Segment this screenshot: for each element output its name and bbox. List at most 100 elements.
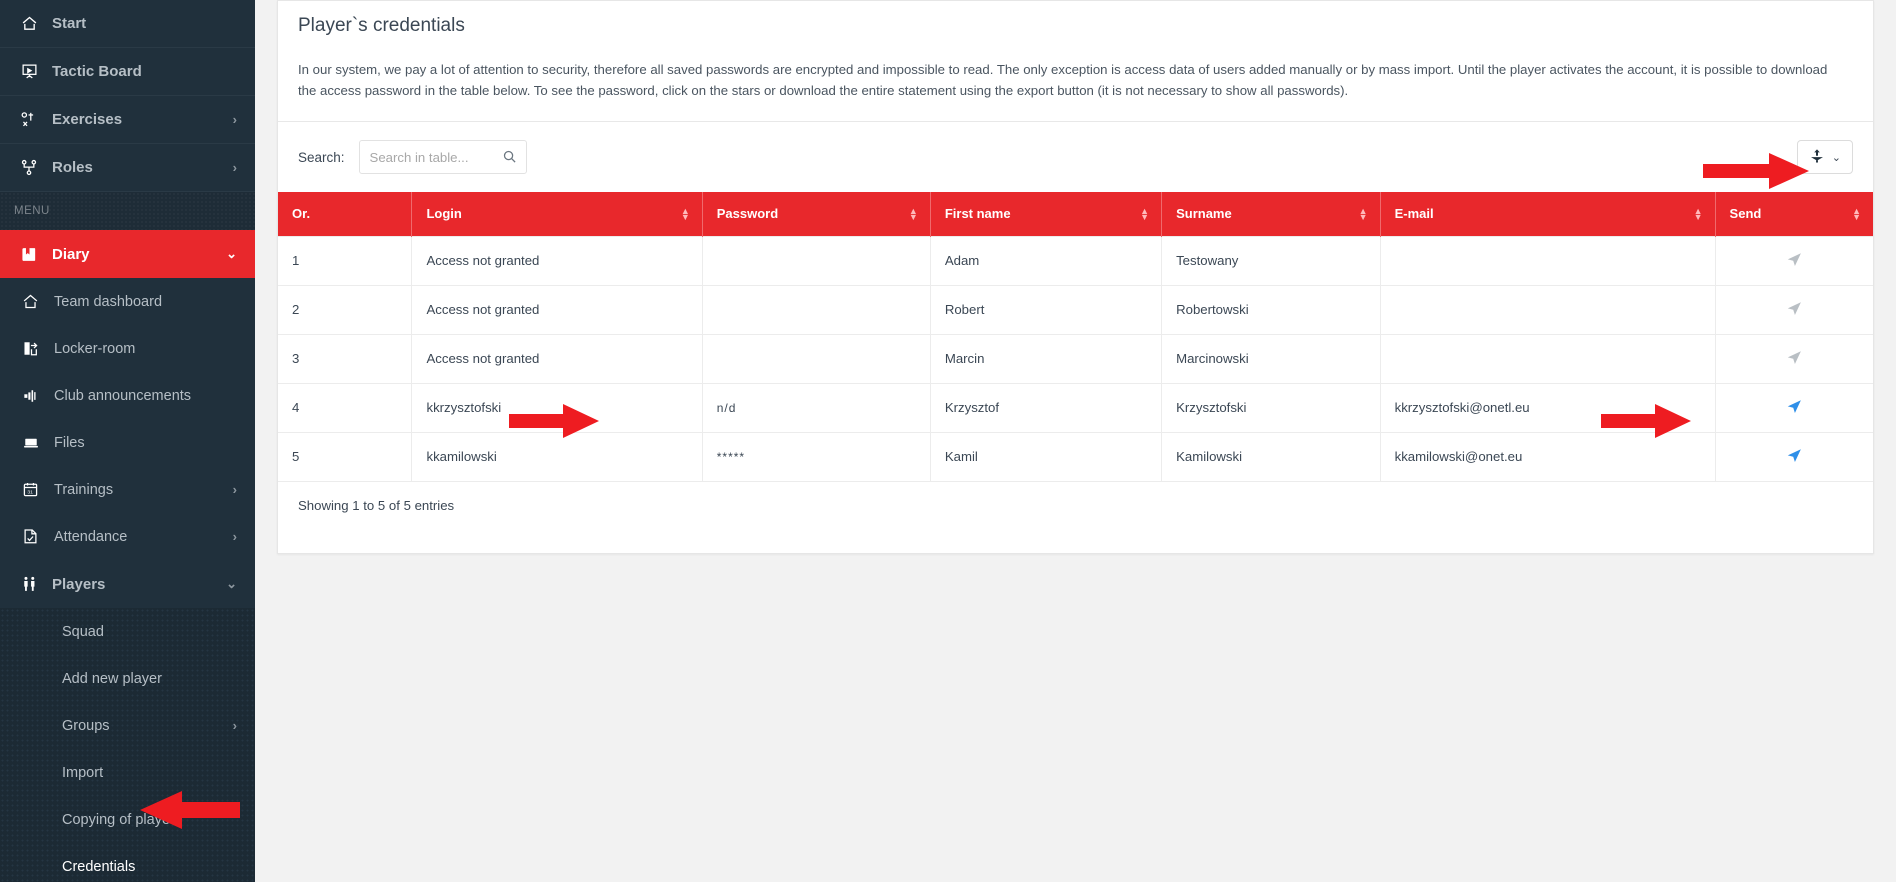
sidebar-subitem-add-new-player[interactable]: Add new player <box>0 655 255 702</box>
sidebar-item-exercises[interactable]: Exercises › <box>0 96 255 144</box>
column-header-label: Login <box>426 206 462 222</box>
sort-arrows-icon[interactable]: ▲ ▼ <box>908 205 918 222</box>
cell-password <box>702 334 931 384</box>
page-description: In our system, we pay a lot of attention… <box>298 62 1828 98</box>
cell-surname: Kamilowski <box>1161 432 1381 482</box>
sidebar-subitem-copying-of-players[interactable]: Copying of players <box>0 796 255 843</box>
sidebar-subitem-label: Add new player <box>62 670 162 687</box>
cell-password[interactable]: ***** <box>702 432 931 482</box>
column-header-password[interactable]: Password ▲ ▼ <box>702 192 931 236</box>
chevron-right-icon: › <box>232 482 237 497</box>
cell-order: 1 <box>278 235 413 286</box>
column-header-label: Surname <box>1176 206 1232 222</box>
table-head: Or. Login ▲ ▼ Password ▲ ▼ First name ▲ ▼ Surname ▲… <box>278 192 1873 236</box>
locker-room-icon <box>22 340 54 357</box>
cell-password <box>702 285 931 335</box>
chevron-right-icon: › <box>232 718 237 733</box>
send-paper-plane-icon[interactable] <box>1786 447 1803 467</box>
sort-arrows-icon[interactable]: ▲ ▼ <box>1358 205 1368 222</box>
table-row: 3 Access not granted Marcin Marcinowski <box>278 334 1873 384</box>
cell-email <box>1380 285 1716 335</box>
table-toolbar: Search: ⌄ <box>278 122 1873 192</box>
chevron-right-icon: › <box>232 112 237 127</box>
column-header-label: E-mail <box>1394 206 1434 222</box>
sort-arrows-icon[interactable]: ▲ ▼ <box>1140 205 1150 222</box>
cell-first-name: Kamil <box>930 432 1163 482</box>
home-outline-icon <box>22 293 54 310</box>
cell-email <box>1380 235 1716 286</box>
sidebar-subitem-attendance[interactable]: Attendance › <box>0 513 255 560</box>
files-icon <box>22 435 54 451</box>
cell-surname: Marcinowski <box>1161 334 1381 384</box>
column-header-label: First name <box>944 206 1011 222</box>
sidebar-item-players[interactable]: Players ⌄ <box>0 560 255 608</box>
search-box[interactable] <box>358 140 527 174</box>
cell-send <box>1715 285 1873 335</box>
sidebar-subitem-squad[interactable]: Squad <box>0 608 255 655</box>
cell-order: 4 <box>278 383 413 433</box>
cell-login: kkrzysztofski <box>411 383 703 433</box>
sort-arrows-icon[interactable]: ▲ ▼ <box>1852 205 1861 222</box>
column-header-label: Or. <box>292 206 311 222</box>
send-paper-plane-icon[interactable] <box>1786 398 1803 418</box>
search-input[interactable] <box>359 141 526 173</box>
sidebar-subitem-import[interactable]: Import <box>0 749 255 796</box>
password-value[interactable]: n/d <box>716 401 737 415</box>
sidebar-item-diary-label: Diary <box>52 245 90 263</box>
sidebar-item-players-label: Players <box>52 575 106 593</box>
column-header-send[interactable]: Send ▲ ▼ <box>1715 192 1873 236</box>
sort-arrows-icon[interactable]: ▲ ▼ <box>680 205 690 222</box>
sidebar-subitem-label: Team dashboard <box>54 293 163 310</box>
cell-password <box>702 235 931 286</box>
sidebar-diary-submenu: Team dashboard Locker-room Club announceme… <box>0 278 255 560</box>
checklist-icon <box>22 528 54 545</box>
column-header-surname[interactable]: Surname ▲ ▼ <box>1161 192 1381 236</box>
chevron-down-icon: ⌄ <box>226 576 237 591</box>
diary-icon <box>14 246 44 263</box>
page-title: Player`s credentials <box>298 15 465 36</box>
cell-send <box>1715 432 1873 482</box>
sidebar-subitem-trainings[interactable]: 31 Trainings › <box>0 466 255 513</box>
chevron-right-icon: › <box>232 529 237 544</box>
sidebar-item-label: Exercises <box>52 111 123 128</box>
tactic-board-icon <box>14 63 44 80</box>
cell-password[interactable]: n/d <box>702 383 931 433</box>
search-label: Search: <box>298 149 345 165</box>
cell-login: Access not granted <box>411 285 703 335</box>
sort-arrows-icon[interactable]: ▲ ▼ <box>1693 205 1703 222</box>
roles-icon <box>14 159 44 176</box>
sidebar: Start Tactic Board Exercises › Roles › MENU D… <box>0 0 255 882</box>
sidebar-item-tactic-board[interactable]: Tactic Board <box>0 48 255 96</box>
sidebar-subitem-credentials[interactable]: Credentials <box>0 843 255 882</box>
sidebar-item-start[interactable]: Start <box>0 0 255 48</box>
cell-send <box>1715 383 1873 433</box>
table-row: 4 kkrzysztofski n/d Krzysztof Krzysztofski kk… <box>278 383 1873 433</box>
column-header-first-name[interactable]: First name ▲ ▼ <box>930 192 1163 236</box>
sidebar-item-diary[interactable]: Diary ⌄ <box>0 230 255 278</box>
table-row: 5 kkamilowski ***** Kamil Kamilowski kkamilow… <box>278 432 1873 482</box>
column-header-e-mail[interactable]: E-mail ▲ ▼ <box>1380 192 1716 236</box>
card-header: Player`s credentials In our system, we p… <box>278 1 1873 121</box>
sidebar-subitem-files[interactable]: Files <box>0 419 255 466</box>
cell-send <box>1715 235 1873 286</box>
column-header-login[interactable]: Login ▲ ▼ <box>411 192 703 236</box>
export-button[interactable]: ⌄ <box>1796 140 1853 174</box>
sidebar-item-roles[interactable]: Roles › <box>0 144 255 192</box>
cell-email: kkamilowski@onet.eu <box>1380 432 1716 482</box>
sidebar-subitem-label: Import <box>62 764 104 781</box>
sidebar-subitem-label: Groups <box>62 717 110 734</box>
cell-first-name: Adam <box>930 235 1163 286</box>
password-value[interactable]: ***** <box>716 450 746 464</box>
cell-order: 3 <box>278 334 413 384</box>
sidebar-subitem-team-dashboard[interactable]: Team dashboard <box>0 278 255 325</box>
sidebar-item-label: Start <box>52 15 87 32</box>
cell-send <box>1715 334 1873 384</box>
sidebar-subitem-label: Trainings <box>54 481 114 498</box>
sidebar-subitem-locker-room[interactable]: Locker-room <box>0 325 255 372</box>
send-paper-plane-icon <box>1786 251 1803 271</box>
column-header-or-[interactable]: Or. <box>278 192 413 236</box>
search-group: Search: <box>298 140 527 174</box>
sidebar-subitem-groups[interactable]: Groups › <box>0 702 255 749</box>
main-content: Player`s credentials In our system, we p… <box>255 0 1896 882</box>
sidebar-subitem-club-announcements[interactable]: Club announcements <box>0 372 255 419</box>
